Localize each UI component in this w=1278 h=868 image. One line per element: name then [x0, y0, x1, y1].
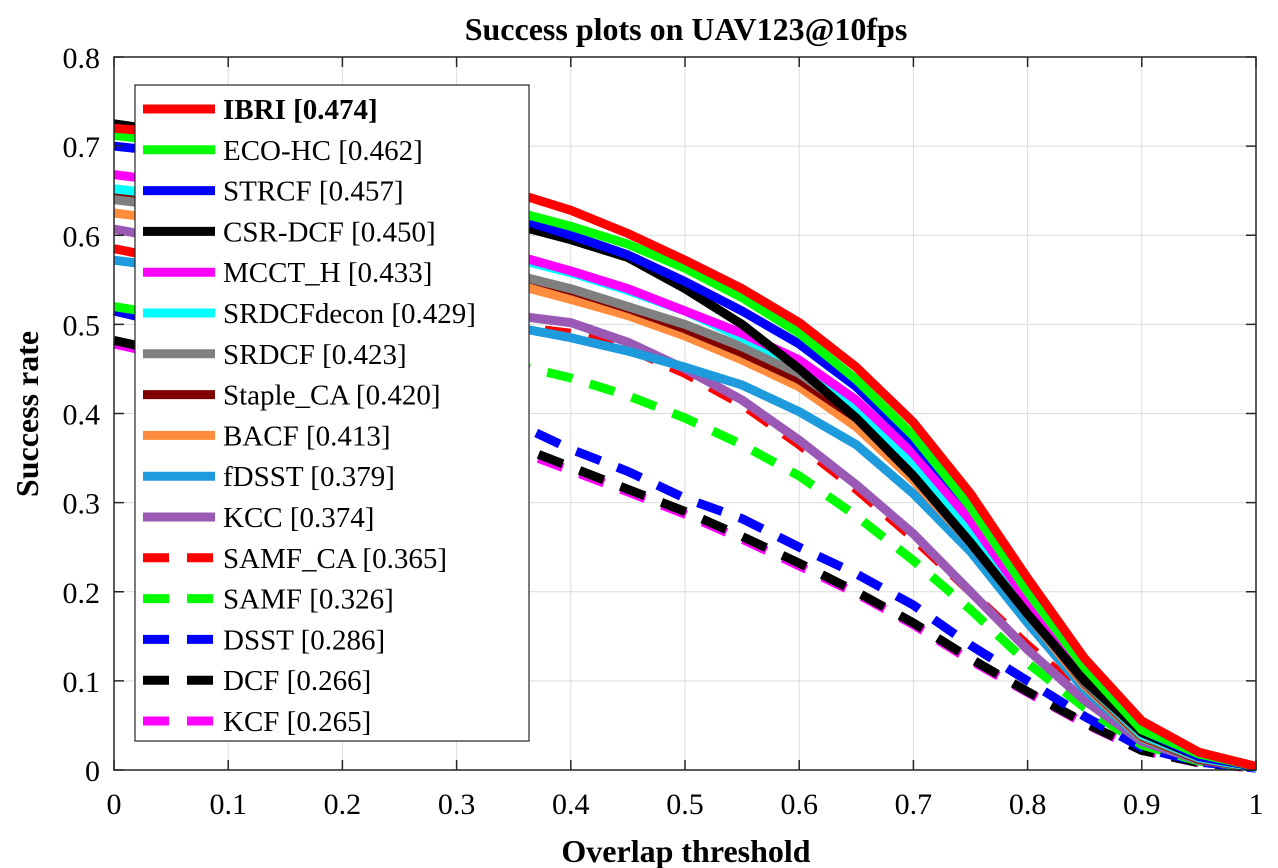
legend-entry: IBRI [0.474]: [223, 94, 378, 126]
axis-ticks: 0 0.1 0.2 0.3 0.4 0.5 0.6 0.7 0.8 0.9 1 0 0.1 0.2 0.3 0…: [63, 42, 1264, 821]
y-axis-label: Success rate: [9, 331, 45, 497]
legend-entry: KCC [0.374]: [223, 502, 374, 534]
y-tick-label: 0.4: [63, 399, 101, 432]
legend-entry: STRCF [0.457]: [223, 176, 403, 208]
x-tick-label: 0.6: [780, 788, 818, 821]
y-tick-label: 0.8: [63, 42, 101, 75]
x-tick-label: 0.2: [324, 788, 362, 821]
legend-entry: ECO-HC [0.462]: [223, 135, 423, 167]
legend-entry: SRDCF [0.423]: [223, 339, 407, 371]
legend-entry: BACF [0.413]: [223, 420, 391, 452]
x-tick-label: 0.5: [666, 788, 704, 821]
y-tick-label: 0.1: [63, 666, 101, 699]
y-tick-label: 0.5: [63, 309, 101, 342]
x-axis-label: Overlap threshold: [561, 833, 810, 868]
legend-entry: CSR-DCF [0.450]: [223, 216, 436, 248]
y-tick-label: 0.3: [63, 488, 101, 521]
legend-entry: SAMF_CA [0.365]: [223, 543, 447, 575]
chart-title: Success plots on UAV123@10fps: [465, 11, 908, 47]
x-tick-label: 0.8: [1009, 788, 1047, 821]
x-tick-label: 0.7: [895, 788, 933, 821]
y-tick-label: 0.2: [63, 577, 101, 610]
y-tick-label: 0.6: [63, 220, 101, 253]
x-tick-label: 0.4: [552, 788, 590, 821]
x-tick-label: 1: [1249, 788, 1264, 821]
x-tick-label: 0.1: [209, 788, 247, 821]
x-tick-label: 0.9: [1123, 788, 1161, 821]
x-tick-label: 0.3: [438, 788, 476, 821]
legend-entry: fDSST [0.379]: [223, 461, 395, 493]
legend-entry: SAMF [0.326]: [223, 584, 394, 616]
legend-entry: SRDCFdecon [0.429]: [223, 298, 476, 330]
legend-entry: DCF [0.266]: [223, 665, 371, 697]
y-tick-label: 0: [85, 755, 100, 788]
legend-entry: Staple_CA [0.420]: [223, 380, 441, 412]
legend: IBRI [0.474] ECO-HC [0.462] STRCF [0.457] C…: [134, 84, 530, 742]
y-tick-label: 0.7: [63, 131, 101, 164]
legend-entry: KCF [0.265]: [223, 706, 371, 738]
x-tick-label: 0: [107, 788, 122, 821]
legend-entry: MCCT_H [0.433]: [223, 257, 432, 289]
legend-entry: DSST [0.286]: [223, 624, 385, 656]
